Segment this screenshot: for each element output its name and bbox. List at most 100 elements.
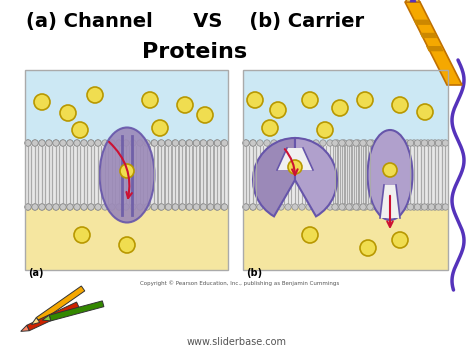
Circle shape [130,204,136,210]
Circle shape [109,140,115,146]
Circle shape [151,140,157,146]
Circle shape [158,140,164,146]
Circle shape [320,204,326,210]
Circle shape [341,204,347,210]
Circle shape [158,140,164,146]
Circle shape [34,94,50,110]
Circle shape [109,204,115,210]
Circle shape [262,120,278,136]
Circle shape [32,140,38,146]
Circle shape [418,204,424,210]
Circle shape [60,140,66,146]
Polygon shape [42,315,51,321]
Polygon shape [31,317,40,324]
Circle shape [120,164,134,178]
Circle shape [341,140,347,146]
Circle shape [74,204,80,210]
Circle shape [360,240,376,256]
Circle shape [428,204,435,210]
Circle shape [221,204,228,210]
Circle shape [367,140,373,146]
Circle shape [327,140,333,146]
Circle shape [417,104,433,120]
Circle shape [376,140,382,146]
Circle shape [425,204,431,210]
Circle shape [116,140,122,146]
Circle shape [46,204,52,210]
Circle shape [200,140,206,146]
Circle shape [221,204,227,210]
Circle shape [390,204,396,210]
Circle shape [327,204,333,210]
Circle shape [39,204,45,210]
Circle shape [346,204,352,210]
Circle shape [355,140,361,146]
Circle shape [288,160,302,174]
Circle shape [39,140,45,146]
Circle shape [250,140,256,146]
Circle shape [292,140,298,146]
Circle shape [271,204,277,210]
Circle shape [137,204,143,210]
Circle shape [392,232,408,248]
Circle shape [81,140,87,146]
Polygon shape [36,286,85,322]
Circle shape [179,140,186,146]
Polygon shape [426,46,444,51]
Circle shape [165,204,172,210]
Polygon shape [419,33,437,38]
Circle shape [425,140,431,146]
Circle shape [151,204,157,210]
Circle shape [390,140,396,146]
Circle shape [264,204,270,210]
Circle shape [362,140,368,146]
Circle shape [151,204,158,210]
Circle shape [74,227,90,243]
Circle shape [264,140,270,146]
Circle shape [285,140,291,146]
Circle shape [179,140,185,146]
Circle shape [53,204,59,210]
Circle shape [186,204,193,210]
Circle shape [95,140,101,146]
Circle shape [102,204,108,210]
Circle shape [243,204,249,210]
Circle shape [137,140,143,146]
Circle shape [88,140,94,146]
Circle shape [221,140,228,146]
Circle shape [207,140,214,146]
Circle shape [144,140,150,146]
Text: www.sliderbase.com: www.sliderbase.com [187,337,287,347]
Circle shape [130,140,136,146]
Circle shape [439,204,445,210]
Circle shape [25,140,31,146]
Circle shape [346,140,352,146]
Circle shape [158,204,164,210]
Circle shape [250,204,256,210]
Circle shape [383,163,397,177]
Circle shape [243,140,249,146]
Circle shape [369,140,375,146]
Circle shape [60,204,66,210]
Ellipse shape [100,127,155,223]
Circle shape [72,122,88,138]
Circle shape [332,204,338,210]
Circle shape [165,204,171,210]
Circle shape [116,204,122,210]
Circle shape [152,120,168,136]
Circle shape [404,140,410,146]
Ellipse shape [367,130,412,220]
Circle shape [60,140,66,146]
Circle shape [165,140,171,146]
Circle shape [257,140,263,146]
Circle shape [320,140,326,146]
Circle shape [88,140,94,146]
Circle shape [186,140,193,146]
Circle shape [353,140,359,146]
Circle shape [201,140,207,146]
Circle shape [271,140,277,146]
Wedge shape [295,138,337,217]
Circle shape [432,204,438,210]
Circle shape [360,204,366,210]
Circle shape [428,140,435,146]
